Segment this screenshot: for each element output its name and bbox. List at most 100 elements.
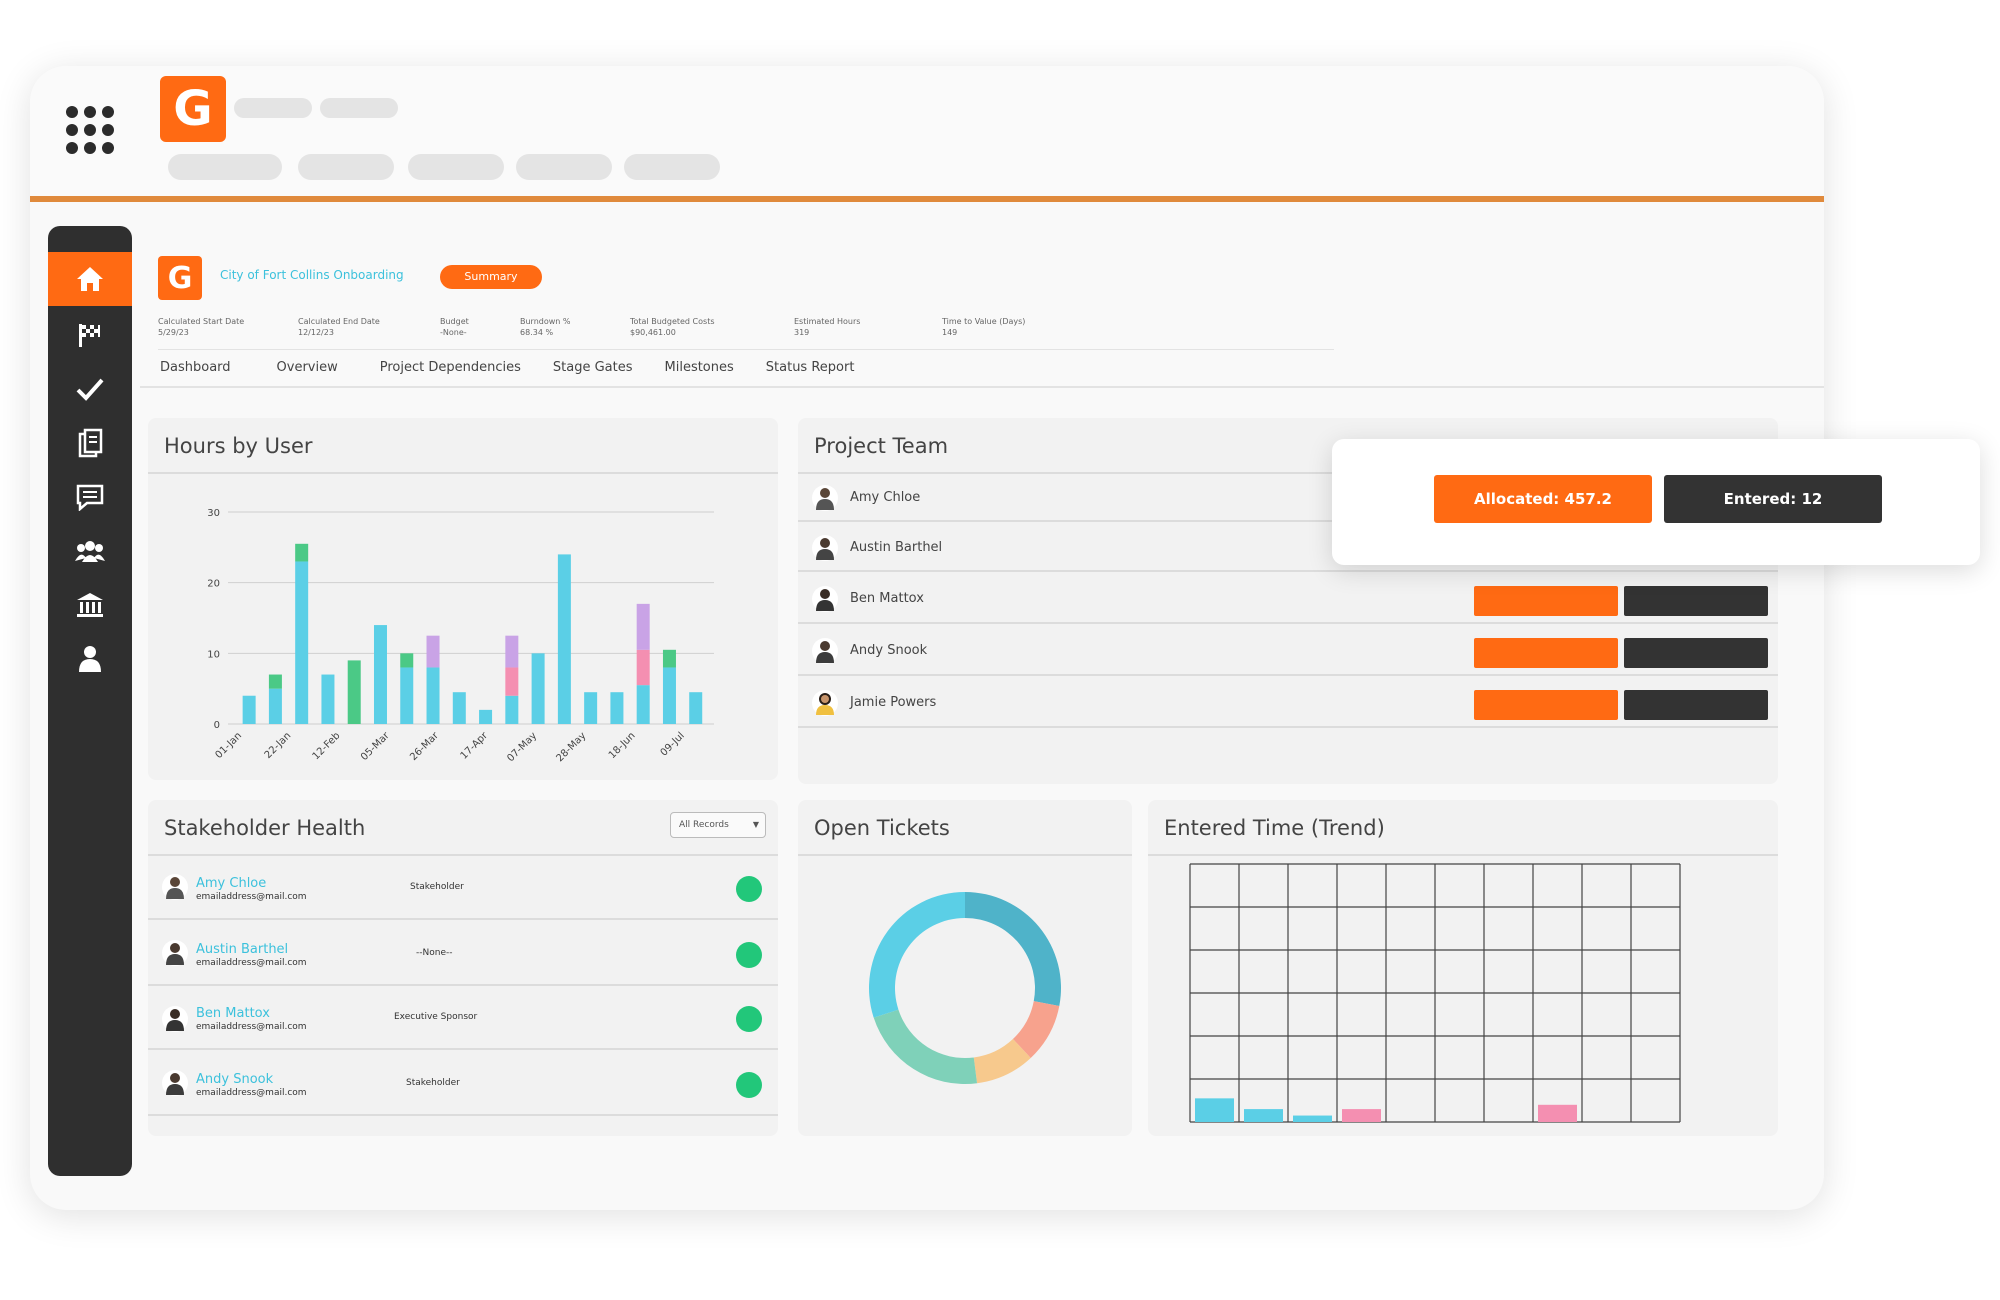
check-icon[interactable] (48, 362, 132, 416)
donut-slice (965, 892, 1061, 1006)
hours-by-user-title: Hours by User (164, 434, 313, 458)
placeholder-nav-4[interactable] (516, 154, 612, 180)
flag-icon[interactable] (48, 308, 132, 362)
trend-bar (1342, 1109, 1381, 1122)
tab-status-report[interactable]: Status Report (765, 360, 855, 375)
avatar (162, 1070, 188, 1096)
avatar (812, 586, 838, 612)
bar-segment (584, 692, 598, 724)
stakeholder-health-card: Stakeholder Health All Records ▼ Amy Chlo… (148, 800, 778, 1136)
stakeholder-health-title: Stakeholder Health (164, 816, 366, 840)
avatar (162, 874, 188, 900)
team-member-name: Amy Chloe (850, 490, 921, 505)
stakeholder-name-link[interactable]: Ben Mattox (196, 1006, 270, 1021)
card-divider (148, 854, 778, 856)
stakeholder-name-link[interactable]: Amy Chloe (196, 876, 267, 891)
team-row[interactable]: Austin Barthel (798, 524, 1778, 572)
placeholder-nav-3[interactable] (408, 154, 504, 180)
allocated-bar[interactable] (1474, 690, 1618, 720)
entered-button[interactable]: Entered: 12 (1664, 475, 1882, 523)
stakeholder-row[interactable]: Ben Mattox emailaddress@mail.com Executi… (148, 988, 778, 1050)
tab-project-dependencies[interactable]: Project Dependencies (379, 360, 521, 375)
team-row[interactable]: Amy Chloe (798, 474, 1778, 522)
bar-segment (242, 695, 256, 724)
tab-dashboard[interactable]: Dashboard (160, 360, 231, 375)
bar-segment (295, 561, 309, 724)
trend-bar (1244, 1109, 1283, 1122)
meta-burndown: Burndown % 68.34 % (520, 317, 571, 337)
stakeholder-name-link[interactable]: Austin Barthel (196, 942, 289, 957)
bar-segment (505, 667, 519, 696)
allocated-button[interactable]: Allocated: 457.2 (1434, 475, 1652, 523)
allocated-bar[interactable] (1474, 586, 1618, 616)
placeholder-nav-2[interactable] (298, 154, 394, 180)
user-icon[interactable] (48, 632, 132, 686)
meta-time-to-value: Time to Value (Days) 149 (942, 317, 1026, 337)
card-divider (798, 854, 1132, 856)
bar-segment (662, 649, 676, 668)
stakeholder-role: Stakeholder (406, 1078, 460, 1088)
meta-budgeted-costs: Total Budgeted Costs $90,461.00 (630, 317, 715, 337)
bar-segment (426, 667, 440, 724)
team-member-name: Andy Snook (850, 643, 928, 658)
y-tick-label: 10 (207, 649, 220, 660)
avatar (812, 535, 838, 561)
avatar (162, 940, 188, 966)
placeholder-nav-1[interactable] (168, 154, 282, 180)
clipboard-icon[interactable] (48, 416, 132, 470)
bar-segment (400, 653, 414, 668)
bar-segment (505, 695, 519, 724)
tab-overview[interactable]: Overview (276, 360, 338, 375)
summary-badge[interactable]: Summary (440, 265, 542, 289)
tab-milestones[interactable]: Milestones (664, 360, 734, 375)
donut-slice (1012, 1001, 1060, 1058)
team-member-name: Austin Barthel (850, 540, 943, 555)
x-tick-label: 18-Jun (607, 730, 638, 761)
bar-segment (531, 653, 545, 724)
trend-bar (1293, 1115, 1332, 1122)
allocated-bar[interactable] (1474, 638, 1618, 668)
meta-estimated-hours: Estimated Hours 319 (794, 317, 861, 337)
stakeholder-role: Stakeholder (410, 882, 464, 892)
entered-bar[interactable] (1624, 690, 1768, 720)
donut-slice (873, 1009, 978, 1084)
stakeholder-row[interactable]: Amy Chloe emailaddress@mail.com Stakehol… (148, 856, 778, 920)
users-icon[interactable] (48, 524, 132, 578)
health-status-dot (736, 1006, 762, 1032)
project-team-title: Project Team (814, 434, 949, 458)
placeholder-nav-5[interactable] (624, 154, 720, 180)
stakeholder-email: emailaddress@mail.com (196, 958, 307, 968)
x-tick-label: 22-Jan (263, 730, 294, 761)
tab-stage-gates[interactable]: Stage Gates (552, 360, 633, 375)
stakeholder-name-link[interactable]: Andy Snook (196, 1072, 274, 1087)
app-launcher-icon[interactable] (66, 106, 114, 154)
bar-segment (636, 603, 650, 650)
entered-bar[interactable] (1624, 638, 1768, 668)
home-icon[interactable] (48, 252, 132, 306)
team-member-name: Jamie Powers (850, 695, 937, 710)
stakeholder-row[interactable]: Austin Barthel emailaddress@mail.com --N… (148, 922, 778, 986)
x-tick-label: 26-Mar (408, 730, 441, 763)
records-filter-select[interactable]: All Records ▼ (670, 812, 766, 838)
chat-icon[interactable] (48, 470, 132, 524)
bar-segment (636, 649, 650, 686)
entered-bar[interactable] (1624, 586, 1768, 616)
y-tick-label: 0 (214, 720, 220, 731)
entered-time-chart (1189, 863, 1681, 1123)
bank-icon[interactable] (48, 578, 132, 632)
bar-segment (295, 543, 309, 562)
team-row[interactable]: Ben Mattox (798, 574, 1778, 624)
card-divider (1148, 854, 1778, 856)
x-tick-label: 09-Jul (659, 730, 687, 758)
open-tickets-donut-chart (869, 892, 1061, 1084)
avatar (812, 638, 838, 664)
hours-by-user-card: Hours by User 0 10 20 30 01-Jan 22-Jan 12-Feb 0… (148, 418, 778, 780)
entered-time-card: Entered Time (Trend) (1148, 800, 1778, 1136)
bar-segment (268, 688, 282, 724)
project-title[interactable]: City of Fort Collins Onboarding (220, 268, 404, 282)
team-row[interactable]: Andy Snook (798, 626, 1778, 676)
avatar (162, 1006, 188, 1032)
team-row[interactable]: Jamie Powers (798, 678, 1778, 728)
placeholder-title (234, 98, 312, 118)
stakeholder-row[interactable]: Andy Snook emailaddress@mail.com Stakeho… (148, 1052, 778, 1116)
